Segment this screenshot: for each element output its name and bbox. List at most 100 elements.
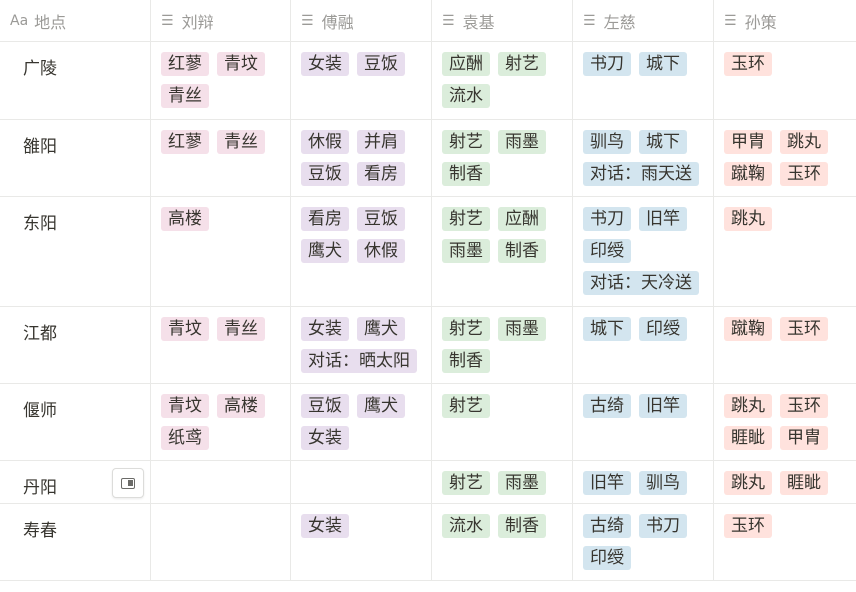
location-cell[interactable]: 寿春 bbox=[0, 504, 151, 580]
tag-chip[interactable]: 射艺 bbox=[442, 207, 490, 231]
multi-select-cell[interactable]: 古绮 书刀 印绶 bbox=[573, 504, 714, 580]
multi-select-cell[interactable]: 城下 印绶 bbox=[573, 307, 714, 383]
column-header-liubian[interactable]: ☰ 刘辩 bbox=[151, 0, 291, 41]
tag-chip[interactable]: 城下 bbox=[639, 130, 687, 154]
tag-chip[interactable]: 跳丸 bbox=[724, 471, 772, 495]
tag-chip[interactable]: 跳丸 bbox=[724, 394, 772, 418]
column-header-zuoci[interactable]: ☰ 左慈 bbox=[573, 0, 714, 41]
tag-chip[interactable]: 青坟 bbox=[217, 52, 265, 76]
tag-chip[interactable]: 女装 bbox=[301, 52, 349, 76]
tag-chip[interactable]: 高楼 bbox=[217, 394, 265, 418]
tag-chip[interactable]: 旧竿 bbox=[583, 471, 631, 495]
multi-select-cell[interactable]: 书刀 城下 bbox=[573, 42, 714, 119]
multi-select-cell[interactable]: 跳丸 睚眦 bbox=[714, 461, 856, 503]
tag-chip[interactable]: 旧竿 bbox=[639, 207, 687, 231]
table-row[interactable]: 雒阳 红蓼 青丝 休假 并肩 豆饭 看房 射艺 雨墨 制香 驯鸟 城下 对话：雨天送 甲胄 跳丸 蹴鞠 玉环 bbox=[0, 120, 856, 197]
location-cell[interactable]: 雒阳 bbox=[0, 120, 151, 196]
tag-chip[interactable]: 制香 bbox=[442, 349, 490, 373]
tag-chip[interactable]: 看房 bbox=[301, 207, 349, 231]
tag-chip[interactable]: 休假 bbox=[301, 130, 349, 154]
multi-select-cell[interactable]: 看房 豆饭 鹰犬 休假 bbox=[291, 197, 432, 306]
tag-chip[interactable]: 豆饭 bbox=[357, 207, 405, 231]
tag-chip[interactable]: 高楼 bbox=[161, 207, 209, 231]
tag-chip[interactable]: 射艺 bbox=[442, 394, 490, 418]
multi-select-cell[interactable]: 红蓼 青丝 bbox=[151, 120, 291, 196]
multi-select-cell[interactable]: 跳丸 玉环 睚眦 甲胄 bbox=[714, 384, 856, 460]
tag-chip[interactable]: 制香 bbox=[498, 239, 546, 263]
multi-select-cell[interactable]: 豆饭 鹰犬 女装 bbox=[291, 384, 432, 460]
location-cell[interactable]: 江都 bbox=[0, 307, 151, 383]
table-row[interactable]: 江都 青坟 青丝 女装 鹰犬 对话：晒太阳 射艺 雨墨 制香 城下 印绶 蹴鞠 玉环 bbox=[0, 307, 856, 384]
column-header-furong[interactable]: ☰ 傅融 bbox=[291, 0, 432, 41]
multi-select-cell[interactable] bbox=[291, 461, 432, 503]
multi-select-cell[interactable]: 甲胄 跳丸 蹴鞠 玉环 bbox=[714, 120, 856, 196]
tag-chip[interactable]: 印绶 bbox=[583, 239, 631, 263]
tag-chip[interactable]: 射艺 bbox=[442, 317, 490, 341]
tag-chip[interactable]: 流水 bbox=[442, 514, 490, 538]
multi-select-cell[interactable]: 女装 bbox=[291, 504, 432, 580]
multi-select-cell[interactable]: 射艺 应酬 雨墨 制香 bbox=[432, 197, 573, 306]
tag-chip[interactable]: 对话：天冷送 bbox=[583, 271, 699, 295]
multi-select-cell[interactable]: 女装 豆饭 bbox=[291, 42, 432, 119]
tag-chip[interactable]: 青坟 bbox=[161, 394, 209, 418]
tag-chip[interactable]: 驯鸟 bbox=[583, 130, 631, 154]
multi-select-cell[interactable]: 玉环 bbox=[714, 504, 856, 580]
tag-chip[interactable]: 并肩 bbox=[357, 130, 405, 154]
tag-chip[interactable]: 制香 bbox=[442, 162, 490, 186]
multi-select-cell[interactable]: 跳丸 bbox=[714, 197, 856, 306]
tag-chip[interactable]: 红蓼 bbox=[161, 130, 209, 154]
table-row[interactable]: 广陵 红蓼 青坟 青丝 女装 豆饭 应酬 射艺 流水 书刀 城下 玉环 bbox=[0, 42, 856, 120]
tag-chip[interactable]: 女装 bbox=[301, 317, 349, 341]
tag-chip[interactable]: 红蓼 bbox=[161, 52, 209, 76]
column-header-location[interactable]: Aa 地点 bbox=[0, 0, 151, 41]
location-cell[interactable]: 偃师 bbox=[0, 384, 151, 460]
tag-chip[interactable]: 射艺 bbox=[442, 471, 490, 495]
multi-select-cell[interactable]: 应酬 射艺 流水 bbox=[432, 42, 573, 119]
tag-chip[interactable]: 玉环 bbox=[780, 394, 828, 418]
tag-chip[interactable]: 休假 bbox=[357, 239, 405, 263]
tag-chip[interactable]: 跳丸 bbox=[724, 207, 772, 231]
tag-chip[interactable]: 射艺 bbox=[498, 52, 546, 76]
multi-select-cell[interactable] bbox=[151, 461, 291, 503]
tag-chip[interactable]: 豆饭 bbox=[301, 394, 349, 418]
tag-chip[interactable]: 应酬 bbox=[442, 52, 490, 76]
multi-select-cell[interactable]: 红蓼 青坟 青丝 bbox=[151, 42, 291, 119]
tag-chip[interactable]: 女装 bbox=[301, 426, 349, 450]
tag-chip[interactable]: 印绶 bbox=[583, 546, 631, 570]
tag-chip[interactable]: 女装 bbox=[301, 514, 349, 538]
multi-select-cell[interactable]: 驯鸟 城下对话：雨天送 bbox=[573, 120, 714, 196]
location-cell[interactable]: 丹阳 bbox=[0, 461, 151, 503]
tag-chip[interactable]: 玉环 bbox=[780, 162, 828, 186]
tag-chip[interactable]: 玉环 bbox=[780, 317, 828, 341]
tag-chip[interactable]: 驯鸟 bbox=[639, 471, 687, 495]
multi-select-cell[interactable]: 古绮 旧竿 bbox=[573, 384, 714, 460]
tag-chip[interactable]: 书刀 bbox=[583, 52, 631, 76]
multi-select-cell[interactable]: 流水 制香 bbox=[432, 504, 573, 580]
tag-chip[interactable]: 鹰犬 bbox=[357, 317, 405, 341]
tag-chip[interactable]: 对话：晒太阳 bbox=[301, 349, 417, 373]
table-row[interactable]: 东阳 高楼 看房 豆饭 鹰犬 休假 射艺 应酬 雨墨 制香 书刀 旧竿 印绶 对话：天冷送 跳丸 bbox=[0, 197, 856, 307]
tag-chip[interactable]: 蹴鞠 bbox=[724, 317, 772, 341]
tag-chip[interactable]: 青丝 bbox=[217, 317, 265, 341]
tag-chip[interactable]: 甲胄 bbox=[724, 130, 772, 154]
multi-select-cell[interactable]: 射艺 雨墨 制香 bbox=[432, 120, 573, 196]
tag-chip[interactable]: 青坟 bbox=[161, 317, 209, 341]
tag-chip[interactable]: 古绮 bbox=[583, 394, 631, 418]
tag-chip[interactable]: 看房 bbox=[357, 162, 405, 186]
tag-chip[interactable]: 雨墨 bbox=[498, 317, 546, 341]
open-page-button[interactable] bbox=[112, 468, 144, 498]
tag-chip[interactable]: 城下 bbox=[583, 317, 631, 341]
tag-chip[interactable]: 鹰犬 bbox=[357, 394, 405, 418]
multi-select-cell[interactable]: 射艺 雨墨 bbox=[432, 461, 573, 503]
tag-chip[interactable]: 青丝 bbox=[217, 130, 265, 154]
table-row[interactable]: 丹阳 射艺 雨墨 旧竿 驯鸟 跳丸 睚眦 bbox=[0, 461, 856, 504]
table-row[interactable]: 寿春 女装 流水 制香 古绮 书刀 印绶 玉环 bbox=[0, 504, 856, 581]
multi-select-cell[interactable]: 射艺 雨墨 制香 bbox=[432, 307, 573, 383]
tag-chip[interactable]: 纸鸢 bbox=[161, 426, 209, 450]
multi-select-cell[interactable]: 玉环 bbox=[714, 42, 856, 119]
multi-select-cell[interactable] bbox=[151, 504, 291, 580]
tag-chip[interactable]: 对话：雨天送 bbox=[583, 162, 699, 186]
tag-chip[interactable]: 制香 bbox=[498, 514, 546, 538]
tag-chip[interactable]: 流水 bbox=[442, 84, 490, 108]
location-cell[interactable]: 广陵 bbox=[0, 42, 151, 119]
